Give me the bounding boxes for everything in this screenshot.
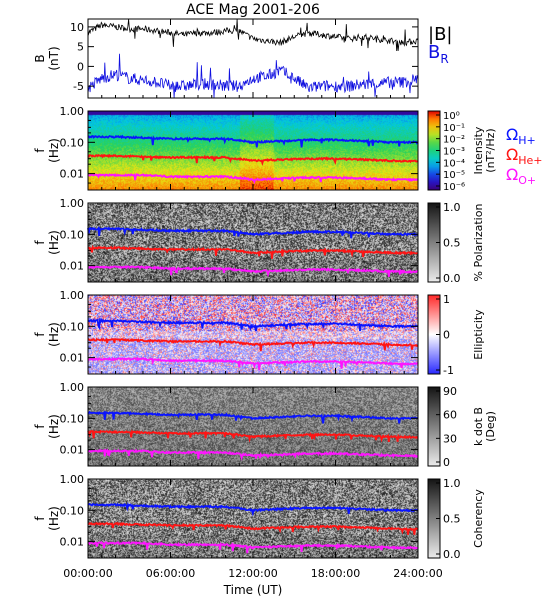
colorbar-label: (Deg): [484, 411, 497, 442]
intensity-o-plus-line: [87, 172, 419, 185]
colorbar-tick-label: 0: [443, 456, 450, 469]
y-axis-label: (Hz): [47, 322, 61, 347]
y-tick-label: 0.01: [60, 352, 85, 365]
y-tick-label: 0.01: [60, 444, 85, 457]
x-tick-label: 00:00:00: [63, 567, 112, 580]
colorbar-label: Coherency: [472, 489, 485, 548]
polarization-o-plus-line: [88, 264, 418, 278]
b-total-line: [87, 18, 419, 52]
coherency-he-plus-line: [87, 521, 419, 535]
kdotb-o-plus-line: [87, 448, 419, 461]
b-r-line: [87, 53, 419, 99]
ellipticity-he-plus-line: [87, 337, 419, 352]
colorbar-tick-label: 90: [443, 385, 457, 398]
colorbar-label: Ellipticity: [472, 309, 485, 360]
colorbar-tick-label: 10⁻²: [443, 135, 465, 146]
y-tick-label: 1.00: [60, 197, 85, 210]
y-tick-label: 1.00: [60, 105, 85, 118]
y-tick-label: 0.01: [60, 168, 85, 181]
y-tick-label: 0.10: [60, 136, 85, 149]
intensity-he-plus-line: [87, 153, 419, 167]
y-tick-label: 1.00: [60, 381, 85, 394]
x-tick-label: 24:00:00: [393, 567, 442, 580]
colorbar-tick-label: 10⁰: [443, 111, 460, 122]
y-tick-label: 0.01: [60, 260, 85, 273]
y-tick-label: 0.10: [60, 320, 85, 333]
y-axis-label: (Hz): [47, 230, 61, 255]
y-axis-label: f: [33, 424, 47, 429]
y-tick-label: 0.10: [60, 412, 85, 425]
colorbar-tick-label: 1: [443, 293, 450, 306]
colorbar-tick-label: 60: [443, 409, 457, 422]
colorbar-tick-label: 0.0: [443, 272, 461, 285]
ellipticity-h-plus-line: [87, 317, 418, 332]
y-axis-label: (Hz): [47, 414, 61, 439]
colorbar-tick-label: 0.5: [443, 513, 461, 526]
y-axis-label: B: [33, 54, 47, 62]
colorbar-tick-label: 10⁻⁶: [443, 182, 465, 193]
intensity-h-plus-line: [87, 134, 419, 148]
y-tick-label: 0.10: [60, 228, 85, 241]
ellipticity-o-plus-line: [87, 356, 419, 371]
y-tick-label: 0.01: [60, 536, 85, 549]
colorbar-label: Intensity: [472, 126, 485, 174]
coherency-o-plus-line: [87, 540, 419, 554]
legend-h-plus: ΩH+: [506, 125, 536, 147]
y-axis-label: f: [33, 332, 47, 337]
y-tick-label: 1.00: [60, 289, 85, 302]
legend-b-r: BR: [428, 42, 449, 66]
y-tick-label: 5: [77, 41, 84, 54]
y-axis-label: (Hz): [47, 138, 61, 163]
colorbar-tick-label: 10⁻¹: [443, 123, 465, 134]
y-axis-label: (Hz): [47, 506, 61, 531]
intensity-spectrogram: [88, 111, 418, 190]
kdotb-he-plus-line: [87, 429, 419, 443]
kdotb-h-plus-line: [87, 410, 418, 424]
colorbar-tick-label: 10⁻³: [443, 147, 465, 158]
colorbar-tick-label: 1.0: [443, 201, 461, 214]
x-tick-label: 18:00:00: [311, 567, 360, 580]
colorbar-tick-label: 1.0: [443, 477, 461, 490]
colorbar-tick-label: 30: [443, 432, 457, 445]
legend-b-total: |B|: [428, 24, 452, 45]
kdotb-colorbar: [427, 386, 441, 467]
chart-title: ACE Mag 2001-206: [186, 2, 320, 18]
colorbar-label: (nT²/Hz): [484, 128, 497, 172]
y-tick-label: 1.00: [60, 473, 85, 486]
coherency-h-plus-line: [87, 502, 419, 517]
y-tick-label: -5: [73, 80, 84, 93]
colorbar-tick-label: 0.5: [443, 237, 461, 250]
y-axis-label: (nT): [47, 46, 61, 70]
x-tick-label: 12:00:00: [228, 567, 277, 580]
y-axis-label: f: [33, 516, 47, 521]
colorbar-tick-label: -1: [443, 364, 454, 377]
y-tick-label: 0: [77, 60, 84, 73]
polarization-h-plus-line: [87, 226, 419, 239]
colorbar-tick-label: 0: [443, 329, 450, 342]
colorbar-label: k dot B: [472, 407, 485, 446]
colorbar-tick-label: 10⁻⁴: [443, 158, 465, 169]
y-axis-label: f: [33, 148, 47, 153]
y-axis-label: f: [33, 240, 47, 245]
legend-o-plus: ΩO+: [506, 165, 536, 187]
x-axis-label: Time (UT): [223, 583, 283, 597]
ellipticity-spectrogram: [88, 295, 418, 374]
y-tick-label: 10: [70, 21, 84, 34]
colorbar-tick-label: 10⁻⁵: [443, 170, 465, 181]
y-tick-label: 0.10: [60, 504, 85, 517]
colorbar-tick-label: 0.0: [443, 548, 461, 561]
coherency-spectrogram: [88, 479, 418, 558]
x-tick-label: 06:00:00: [146, 567, 195, 580]
legend-he-plus: ΩHe+: [506, 145, 543, 167]
colorbar-label: % Polarization: [472, 204, 485, 282]
polarization-he-plus-line: [87, 244, 418, 259]
